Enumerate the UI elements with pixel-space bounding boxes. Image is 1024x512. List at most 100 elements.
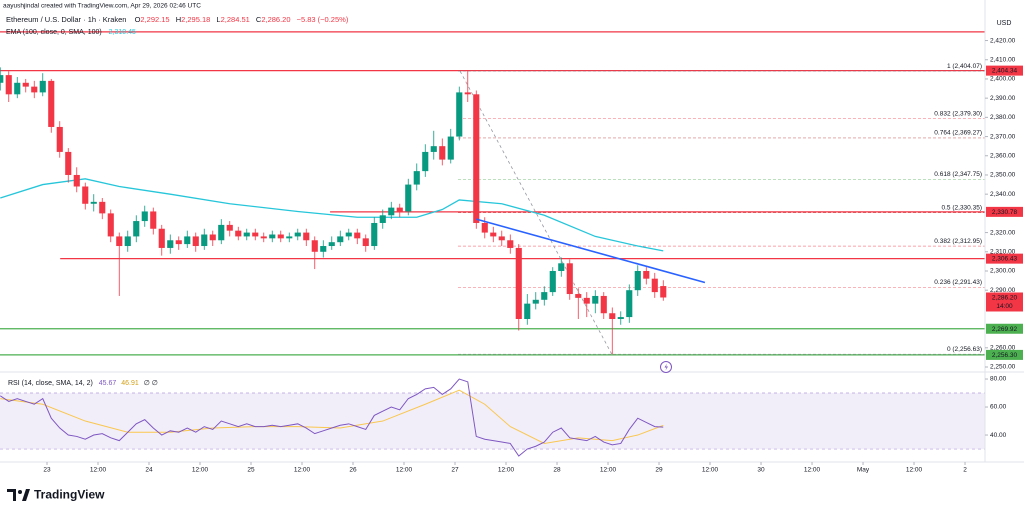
ema-value: 2,310.45 xyxy=(109,29,136,36)
y-tick-label: 2,300.00 xyxy=(990,268,1016,275)
fib-label: 1 (2,404.07) xyxy=(947,63,982,70)
y-tick-label: 2,340.00 xyxy=(990,191,1016,198)
y-tick-label: 2,390.00 xyxy=(990,95,1016,102)
level-price-box xyxy=(986,253,1023,264)
rsi-legend-line: RSI (14, close, SMA, 14, 2) 45.67 46.91 … xyxy=(8,380,158,387)
x-tick-label: 12:00 xyxy=(192,467,209,474)
candle-body xyxy=(82,186,89,204)
ema-title: EMA (100, close, 0, SMA, 100) xyxy=(6,29,102,36)
alert-icon[interactable] xyxy=(660,361,672,373)
y-tick-label: 2,350.00 xyxy=(990,172,1016,179)
x-tick-label: 12:00 xyxy=(396,467,413,474)
candle-body xyxy=(141,211,148,222)
candle-body xyxy=(99,201,106,214)
y-tick-label: 2,260.00 xyxy=(990,345,1016,352)
candle-body xyxy=(532,299,539,304)
candle-body xyxy=(226,224,233,231)
level-price-label: 2,256.30 xyxy=(992,352,1018,359)
ohlc-key: C xyxy=(256,15,262,24)
candle-body xyxy=(175,240,182,245)
fib-label: 0.382 (2,312.95) xyxy=(934,238,982,245)
rsi-icons: ∅ ∅ xyxy=(144,380,158,387)
candle-body xyxy=(337,236,344,243)
candle-body xyxy=(413,171,420,185)
change: −5.83 (−0.25%) xyxy=(297,15,349,24)
level-price-label: 2,330.78 xyxy=(992,209,1018,216)
logo: TradingView xyxy=(7,488,105,502)
x-tick-label: 24 xyxy=(145,467,153,474)
candle-body xyxy=(192,236,199,247)
rsi-legend: RSI (14, close, SMA, 14, 2) 45.67 46.91 … xyxy=(8,380,158,387)
countdown-label: 14:00 xyxy=(996,303,1013,310)
fib-label: 0.832 (2,379.30) xyxy=(934,110,982,117)
x-tick-label: 12:00 xyxy=(294,467,311,474)
ohlc-value: 2,286.20 xyxy=(261,15,290,24)
candle-body xyxy=(617,317,624,319)
plot-layer: 1 (2,404.07) 0.832 (2,379.30) 0.764 (2,369… xyxy=(0,31,985,457)
candle-body xyxy=(320,246,327,252)
candle-body xyxy=(65,151,72,175)
candle-body xyxy=(464,92,471,95)
candle-body xyxy=(388,207,395,216)
candle-body xyxy=(107,213,114,237)
candle-body xyxy=(235,230,242,237)
candle-body xyxy=(277,234,284,239)
candle-body xyxy=(371,222,378,247)
x-tick-label: 23 xyxy=(43,467,51,474)
x-tick-label: 12:00 xyxy=(906,467,923,474)
candle-body xyxy=(524,303,531,319)
candle-body xyxy=(583,297,590,304)
candle-body xyxy=(260,236,267,239)
candle-body xyxy=(345,232,352,237)
candle-body xyxy=(609,313,616,319)
x-tick-label: 29 xyxy=(655,467,663,474)
ohlc-key: O xyxy=(135,15,141,24)
logo-mark xyxy=(7,489,16,501)
level-price-box xyxy=(986,206,1023,217)
trendline xyxy=(476,218,706,284)
candle-body xyxy=(14,82,21,95)
logo-dot xyxy=(18,490,22,494)
candle-body xyxy=(354,232,361,239)
y-tick-label: 2,410.00 xyxy=(990,56,1016,63)
y-tick-label: 2,310.00 xyxy=(990,249,1016,256)
candle-body xyxy=(133,221,140,237)
candle-body xyxy=(379,215,386,223)
candle-body xyxy=(456,92,463,137)
candle-body xyxy=(328,242,335,247)
candle-body xyxy=(39,80,46,93)
x-tick-label: 12:00 xyxy=(702,467,719,474)
candle-body xyxy=(201,234,208,247)
x-tick-label: 12:00 xyxy=(498,467,515,474)
x-tick-label: 27 xyxy=(451,467,459,474)
candle-body xyxy=(150,211,157,229)
ohlc-value: 2,284.51 xyxy=(221,15,250,24)
candle-body xyxy=(243,232,250,237)
level-price-label: 2,404.34 xyxy=(992,68,1018,75)
candle-body xyxy=(498,236,505,241)
candle-body xyxy=(218,224,225,241)
candle-body xyxy=(405,184,412,212)
candle-body xyxy=(651,278,658,293)
rsi-y-tick-label: 40.00 xyxy=(990,432,1007,439)
candle-body xyxy=(158,228,165,248)
y-tick-label: 2,360.00 xyxy=(990,152,1016,159)
y-tick-label: 2,320.00 xyxy=(990,229,1016,236)
candle-body xyxy=(541,292,548,300)
candle-body xyxy=(600,295,607,314)
candle-body xyxy=(481,222,488,233)
y-tick-label: 2,370.00 xyxy=(990,133,1016,140)
rsi-value: 45.67 xyxy=(99,380,117,387)
candle-body xyxy=(660,286,667,298)
level-price-box xyxy=(986,323,1023,334)
x-tick-label: 2 xyxy=(963,467,967,474)
candle-body xyxy=(634,270,641,291)
rsi-ma-value: 46.91 xyxy=(121,380,139,387)
y-tick-label: 2,420.00 xyxy=(990,37,1016,44)
y-tick-label: 2,250.00 xyxy=(990,364,1016,371)
candle-body xyxy=(31,86,38,93)
x-tick-label: 30 xyxy=(757,467,765,474)
candle-body xyxy=(269,234,276,239)
